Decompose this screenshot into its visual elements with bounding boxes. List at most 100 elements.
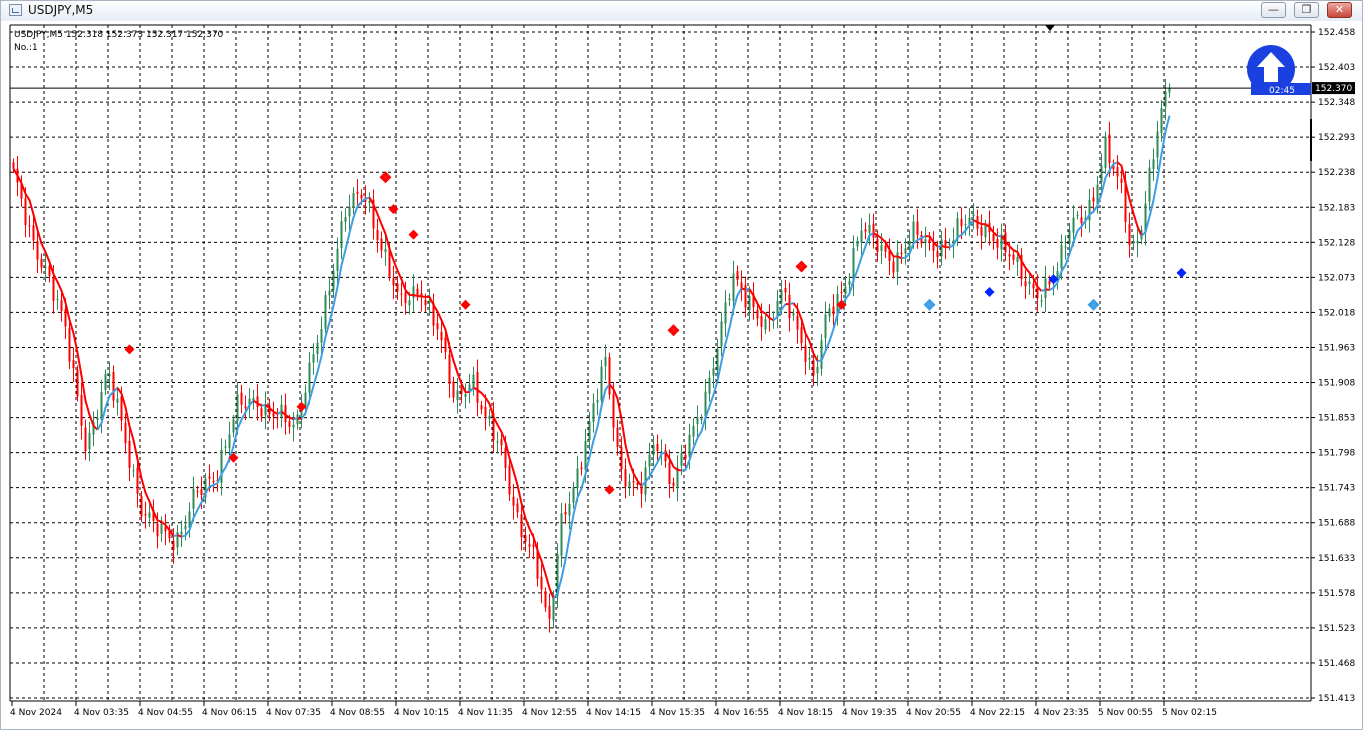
candle-body bbox=[868, 224, 871, 233]
candle-body bbox=[752, 293, 755, 308]
candle bbox=[848, 273, 851, 294]
candle-body bbox=[1016, 257, 1019, 263]
candle-body bbox=[676, 467, 679, 488]
candle bbox=[724, 290, 727, 337]
time-tick-label: 4 Nov 06:15 bbox=[202, 708, 257, 718]
moving-average-line bbox=[12, 115, 1171, 600]
ma-rising-segment bbox=[96, 387, 119, 431]
candle bbox=[892, 256, 895, 279]
candle bbox=[352, 187, 355, 214]
candle-body bbox=[32, 225, 35, 241]
candle-body bbox=[592, 403, 595, 422]
candle bbox=[1116, 155, 1119, 190]
candle bbox=[560, 502, 563, 568]
candle bbox=[808, 348, 811, 371]
candle-body bbox=[1012, 254, 1015, 260]
time-tick-label: 4 Nov 18:15 bbox=[778, 708, 833, 718]
candle-body bbox=[728, 298, 731, 301]
candle-body bbox=[536, 548, 539, 579]
candle-body bbox=[480, 405, 483, 410]
candle bbox=[508, 459, 511, 501]
candle-body bbox=[780, 290, 783, 304]
candle bbox=[736, 265, 739, 287]
candle bbox=[168, 524, 171, 543]
price-tick-label: 151.853 bbox=[1318, 414, 1355, 424]
price-tick-label: 151.798 bbox=[1318, 449, 1355, 459]
restore-button[interactable]: ❐ bbox=[1294, 2, 1319, 18]
time-tick-label: 4 Nov 15:35 bbox=[650, 708, 705, 718]
candle-body bbox=[292, 424, 295, 428]
candle-body bbox=[896, 252, 899, 272]
ma-falling-segment bbox=[741, 287, 746, 291]
candle bbox=[124, 413, 127, 454]
candle-body bbox=[884, 245, 887, 252]
candle-body bbox=[904, 248, 907, 254]
candle bbox=[376, 218, 379, 253]
candle bbox=[1056, 262, 1059, 290]
candle-body bbox=[1056, 271, 1059, 281]
candle-body bbox=[488, 415, 491, 419]
candle bbox=[116, 386, 119, 416]
candle bbox=[280, 394, 283, 428]
timer-badge[interactable]: 02:45 bbox=[1247, 45, 1311, 96]
candle-body bbox=[936, 251, 939, 258]
ma-rising-segment bbox=[937, 244, 942, 248]
candle-body bbox=[660, 451, 663, 453]
candle bbox=[472, 366, 475, 396]
candle-body bbox=[1120, 178, 1123, 184]
candle bbox=[384, 236, 387, 266]
candle-body bbox=[124, 422, 127, 444]
candle bbox=[888, 238, 891, 275]
candle bbox=[464, 383, 467, 409]
close-button[interactable]: ✕ bbox=[1327, 2, 1352, 18]
candle-body bbox=[176, 532, 179, 548]
candle bbox=[1164, 78, 1167, 121]
price-tick-label: 151.743 bbox=[1318, 484, 1355, 494]
candle bbox=[28, 215, 31, 238]
candle bbox=[1136, 228, 1139, 258]
minimize-button[interactable]: — bbox=[1261, 2, 1286, 18]
candle-body bbox=[284, 405, 287, 422]
candle bbox=[212, 471, 215, 493]
candle-body bbox=[632, 481, 635, 483]
ma-falling-segment bbox=[116, 387, 175, 537]
candle bbox=[616, 419, 619, 456]
candle-body bbox=[92, 421, 95, 435]
title-bar[interactable]: USDJPY,M5 — ❐ ✕ bbox=[1, 1, 1362, 22]
candle-body bbox=[304, 392, 307, 407]
candle bbox=[592, 393, 595, 433]
candle bbox=[948, 238, 951, 251]
candle-body bbox=[44, 266, 47, 269]
current-price-value: 152.370 bbox=[1315, 84, 1352, 94]
signal-diamond bbox=[984, 287, 995, 298]
candle-body bbox=[636, 483, 639, 485]
candle-body bbox=[264, 404, 267, 416]
signal-marker bbox=[984, 287, 995, 298]
candle bbox=[456, 378, 459, 414]
candle-body bbox=[484, 406, 487, 417]
candle bbox=[1024, 269, 1027, 300]
candle bbox=[1036, 274, 1039, 312]
candle bbox=[336, 237, 339, 284]
candle-body bbox=[604, 357, 607, 367]
candle bbox=[568, 491, 571, 530]
ma-falling-segment bbox=[472, 386, 555, 599]
price-chart[interactable]: 152.458 152.403 152.348 152.293 152.238 152.1… bbox=[1, 21, 1362, 729]
candle-body bbox=[196, 491, 199, 493]
time-tick-label: 4 Nov 22:15 bbox=[970, 708, 1025, 718]
chart-window-icon bbox=[9, 4, 22, 16]
candle bbox=[240, 384, 243, 414]
candlestick-series bbox=[12, 78, 1171, 633]
candle-body bbox=[112, 371, 115, 401]
candle bbox=[92, 411, 95, 447]
candle-body bbox=[692, 425, 695, 437]
signal-cluster bbox=[923, 298, 936, 311]
candle-body bbox=[404, 292, 407, 304]
candle-body bbox=[640, 484, 643, 494]
candle bbox=[164, 514, 167, 546]
candle bbox=[268, 398, 271, 422]
candle-body bbox=[744, 285, 747, 308]
candle bbox=[488, 409, 491, 427]
candle bbox=[196, 485, 199, 498]
candle bbox=[784, 279, 787, 302]
